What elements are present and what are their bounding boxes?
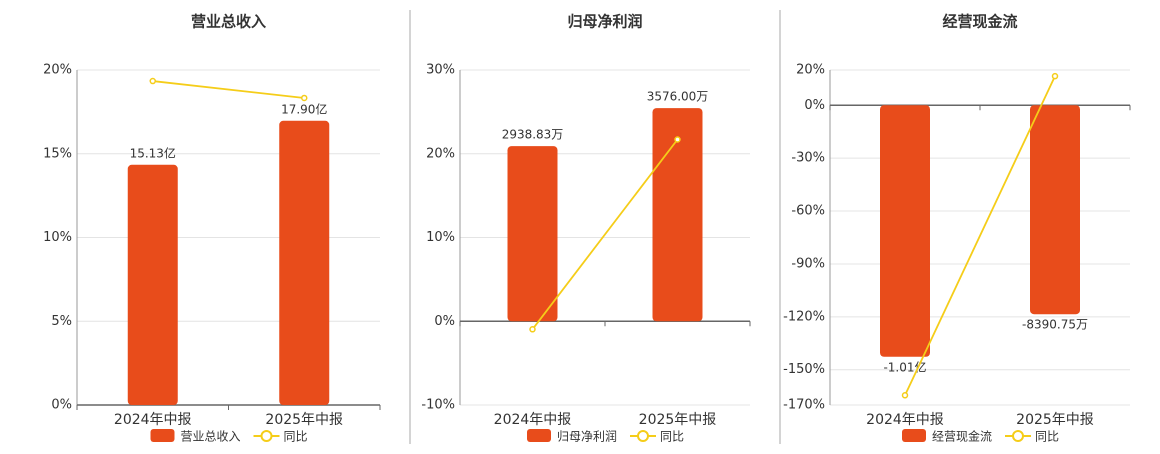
- legend-swatch: [260, 430, 273, 442]
- y-tick-label: 30%: [426, 63, 455, 78]
- y-tick-label: -90%: [791, 256, 825, 271]
- y-tick-label: 20%: [426, 146, 455, 161]
- data-label: 3576.00万: [647, 90, 709, 104]
- legend-label: 营业总收入: [181, 430, 241, 444]
- chart-title: 经营现金流: [942, 13, 1017, 31]
- bar: [1030, 105, 1080, 315]
- line-point: [901, 392, 909, 399]
- y-tick-label: -10%: [421, 398, 455, 413]
- line-point: [301, 94, 308, 102]
- bar: [127, 164, 178, 405]
- x-tick-label: 2025年中报: [265, 412, 343, 428]
- x-tick-label: 2025年中报: [1016, 412, 1094, 428]
- x-tick-label: 2024年中报: [866, 412, 944, 428]
- data-label: -8390.75万: [1022, 318, 1088, 332]
- line-point: [529, 326, 536, 333]
- y-tick-label: 0%: [51, 398, 72, 413]
- chart-title: 归母净利润: [567, 13, 642, 31]
- x-tick-label: 2024年中报: [494, 412, 572, 428]
- y-tick-label: 20%: [43, 63, 72, 78]
- y-tick-label: -170%: [783, 398, 825, 413]
- chart-title: 营业总收入: [191, 13, 266, 31]
- data-label: 2938.83万: [502, 128, 564, 142]
- y-tick-label: 15%: [43, 146, 72, 161]
- bar: [279, 120, 330, 405]
- line-point: [149, 77, 156, 85]
- y-tick-label: -30%: [791, 151, 825, 166]
- legend-swatch: [150, 429, 175, 442]
- y-tick-label: 10%: [426, 230, 455, 245]
- line-point: [674, 136, 681, 143]
- line: [904, 75, 1056, 396]
- legend-label: 同比: [660, 430, 684, 444]
- data-label: 17.90亿: [281, 101, 327, 116]
- y-tick-label: -120%: [783, 309, 825, 324]
- legend-label: 归母净利润: [557, 430, 617, 444]
- x-tick-label: 2025年中报: [639, 412, 717, 428]
- bar: [652, 108, 703, 322]
- legend-swatch: [637, 430, 649, 442]
- line: [152, 80, 305, 99]
- data-label: 15.13亿: [130, 145, 176, 160]
- legend-swatch: [527, 429, 551, 442]
- y-tick-label: -150%: [783, 362, 825, 377]
- line: [531, 138, 679, 330]
- y-tick-label: -60%: [791, 204, 825, 219]
- x-tick-label: 2024年中报: [114, 412, 192, 428]
- legend-label: 经营现金流: [932, 429, 992, 444]
- legend-swatch: [1012, 430, 1024, 442]
- legend-label: 同比: [284, 430, 308, 444]
- bar: [880, 105, 930, 357]
- y-tick-label: 20%: [796, 63, 825, 78]
- line-point: [1051, 72, 1059, 80]
- y-tick-label: 0%: [434, 314, 455, 329]
- legend-label: 同比: [1035, 430, 1059, 444]
- y-tick-label: 0%: [804, 98, 825, 113]
- y-tick-label: 5%: [51, 314, 72, 329]
- bar: [507, 146, 558, 322]
- y-tick-label: 10%: [43, 230, 72, 245]
- legend-swatch: [902, 429, 926, 442]
